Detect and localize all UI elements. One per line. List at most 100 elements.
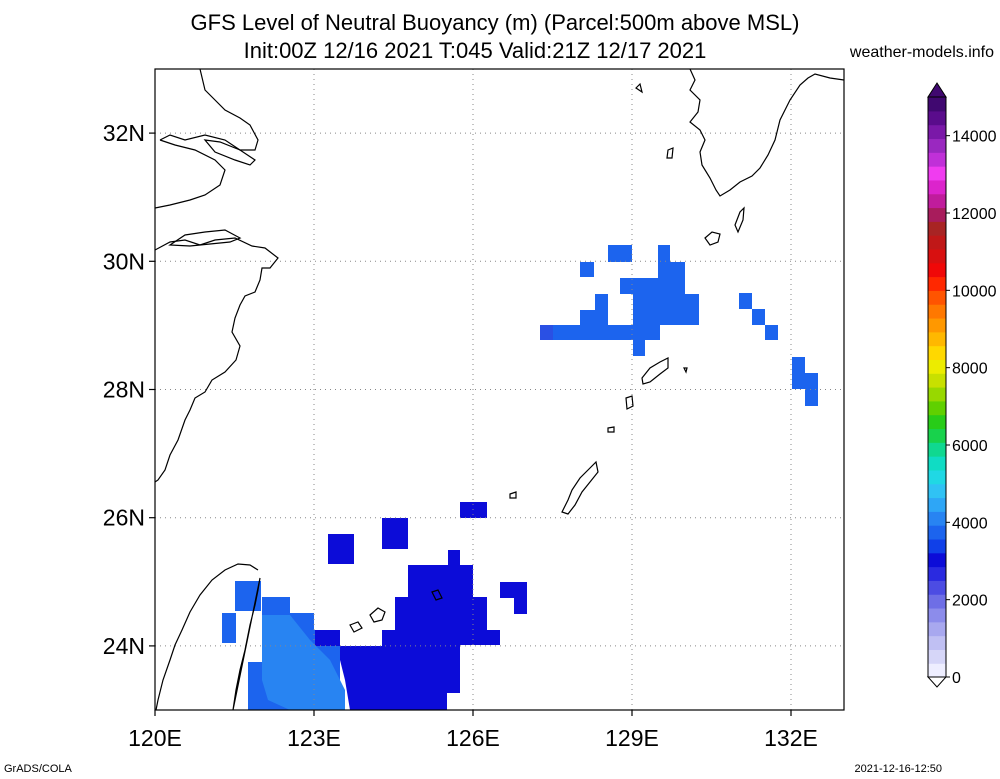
colorbar-segment <box>928 207 946 222</box>
colorbar-label: 8000 <box>952 361 988 378</box>
colorbar-max-arrow <box>927 82 947 98</box>
colorbar-segment <box>928 331 946 347</box>
lon-tick-label: 123E <box>287 725 341 751</box>
small-island <box>431 589 443 601</box>
colorbar-segment <box>928 594 946 609</box>
chart-subtitle: Init:00Z 12/16 2021 T:045 Valid:21Z 12/1… <box>243 38 707 63</box>
colorbar-segment <box>928 97 946 112</box>
colorbar-segment <box>928 442 946 457</box>
lon-tick-label: 126E <box>446 725 500 751</box>
lat-tick-label: 32N <box>103 120 145 146</box>
colorbar-segment <box>928 290 946 305</box>
ishigaki-island <box>369 607 386 623</box>
islet <box>607 426 615 433</box>
lon-axis: 120E 123E 126E 129E 132E <box>128 710 818 751</box>
footer-timestamp: 2021-12-16-12:50 <box>854 763 942 775</box>
tanegashima <box>734 206 745 234</box>
colorbar-segment <box>928 400 946 416</box>
colorbar: 0 2000 4000 6000 8000 10000 12000 14000 <box>926 82 997 688</box>
lnb-cell <box>739 293 752 309</box>
colorbar-segment <box>928 663 946 678</box>
colorbar-label: 6000 <box>952 438 988 455</box>
lnb-cell <box>340 550 500 710</box>
colorbar-segment <box>928 414 946 430</box>
colorbar-segment <box>928 345 946 360</box>
miyako-island <box>349 621 363 633</box>
lnb-cell <box>500 582 527 614</box>
colorbar-segment <box>928 179 946 195</box>
colorbar-segment <box>928 262 946 278</box>
colorbar-segment <box>928 635 946 650</box>
colorbar-segment <box>928 359 946 374</box>
colorbar-segment <box>928 152 946 167</box>
china-coastline <box>155 69 279 483</box>
site-label: weather-models.info <box>849 44 994 61</box>
colorbar-segment <box>928 580 946 595</box>
islet <box>635 82 643 94</box>
colorbar-segment <box>928 607 946 623</box>
colorbar-segment <box>928 373 946 388</box>
okinawa-islet <box>509 491 517 499</box>
lnb-cell <box>752 309 765 325</box>
colorbar-segment <box>928 193 946 209</box>
okinawa-island <box>561 460 599 515</box>
lat-axis: 24N 26N 28N 30N 32N <box>103 120 155 659</box>
colorbar-segment <box>928 110 946 126</box>
lnb-cell <box>540 325 553 340</box>
colorbar-label: 14000 <box>952 129 997 146</box>
colorbar-segment <box>928 538 946 554</box>
colorbar-segment <box>928 235 946 250</box>
colorbar-segment <box>928 248 946 264</box>
islet <box>625 395 634 410</box>
colorbar-segment <box>928 276 946 291</box>
lnb-shading <box>222 245 818 710</box>
colorbar-segment <box>928 649 946 664</box>
lnb-cell <box>792 357 818 406</box>
lat-tick-label: 28N <box>103 377 145 403</box>
lat-tick-label: 26N <box>103 505 145 531</box>
hangzhou-bay <box>168 229 242 247</box>
colorbar-segment <box>928 566 946 581</box>
colorbar-label: 2000 <box>952 593 988 610</box>
colorbar-segment <box>928 525 946 540</box>
lon-tick-label: 132E <box>764 725 818 751</box>
colorbar-segment <box>928 428 946 443</box>
yangtze-outline <box>203 139 256 166</box>
colorbar-segment <box>928 552 946 568</box>
lat-tick-label: 24N <box>103 633 145 659</box>
colorbar-label: 10000 <box>952 283 997 300</box>
map-grid <box>155 69 844 710</box>
lon-tick-label: 120E <box>128 725 182 751</box>
lnb-cell <box>222 613 236 643</box>
colorbar-segment <box>928 456 946 471</box>
islet <box>683 367 688 374</box>
footer-software: GrADS/COLA <box>4 763 72 775</box>
lon-tick-label: 129E <box>605 725 659 751</box>
kyushu-coastline <box>689 69 844 197</box>
taiwan-coastline <box>155 563 261 710</box>
coastlines <box>155 69 844 710</box>
colorbar-segment <box>928 387 946 402</box>
lnb-cell <box>382 518 408 549</box>
colorbar-segment <box>928 469 946 485</box>
colorbar-segment <box>928 221 946 236</box>
colorbar-segment <box>928 166 946 181</box>
lnb-cell <box>328 534 354 564</box>
colorbar-label: 12000 <box>952 206 997 223</box>
colorbar-segment <box>928 304 946 319</box>
colorbar-frame <box>927 96 947 678</box>
colorbar-segment <box>928 317 946 333</box>
lat-tick-label: 30N <box>103 248 145 274</box>
lnb-cell <box>765 325 778 340</box>
lnb-cell <box>315 630 340 646</box>
koshiki-island <box>666 147 674 159</box>
colorbar-segment <box>928 511 946 526</box>
colorbar-segment <box>928 124 946 140</box>
lnb-cell <box>262 615 345 710</box>
lnb-cell <box>580 262 594 277</box>
colorbar-segment <box>928 621 946 637</box>
colorbar-segment <box>928 497 946 512</box>
colorbar-label: 0 <box>952 670 961 687</box>
amami-island <box>641 357 669 385</box>
